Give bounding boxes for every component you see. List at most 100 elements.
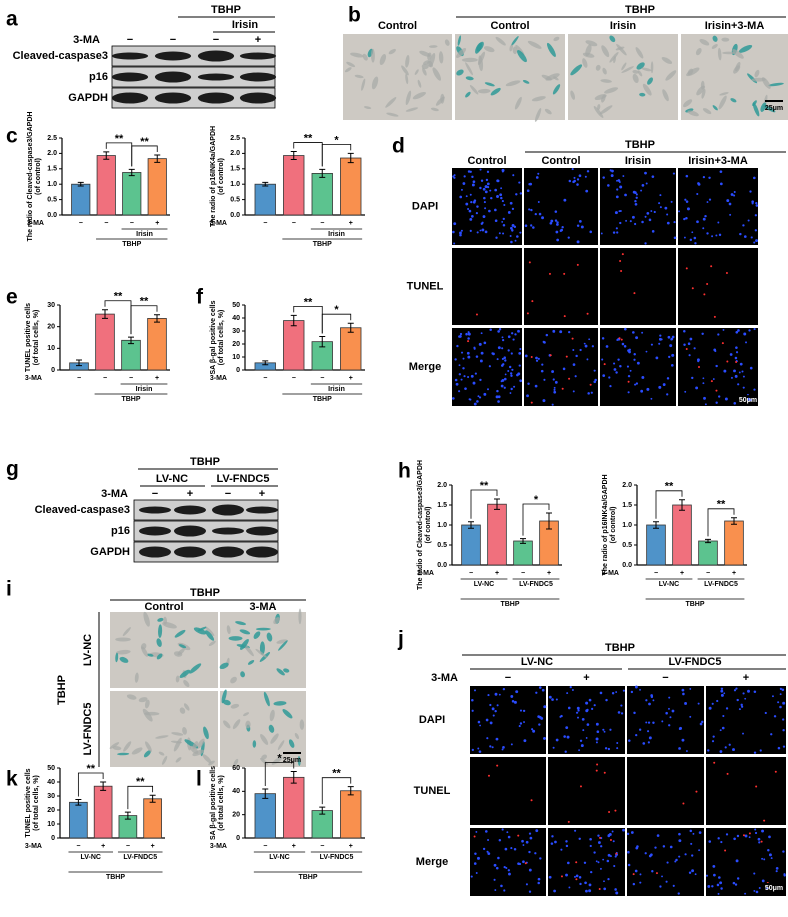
nucleus xyxy=(640,189,643,192)
apoptotic-nucleus xyxy=(685,267,688,270)
nucleus xyxy=(467,331,470,334)
nucleus xyxy=(685,217,688,220)
nucleus xyxy=(735,330,739,334)
nucleus xyxy=(753,388,756,391)
nucleus xyxy=(733,401,737,405)
cell xyxy=(233,758,239,767)
nucleus xyxy=(759,749,762,752)
nucleus xyxy=(751,200,755,204)
nucleus xyxy=(493,878,496,881)
nucleus xyxy=(668,724,671,727)
nucleus xyxy=(484,230,488,234)
nucleus xyxy=(542,399,546,403)
y-axis-label: The radio of Cleaved-caspase3/GAPDH xyxy=(27,112,34,242)
group-label: TBHP xyxy=(121,396,140,403)
group-label: LV-FNDC5 xyxy=(217,473,270,485)
cell xyxy=(202,754,212,764)
nucleus xyxy=(601,337,605,340)
cell xyxy=(230,703,240,709)
nucleus xyxy=(665,711,668,715)
nucleus xyxy=(742,224,745,227)
nucleus xyxy=(606,859,610,863)
nucleus xyxy=(554,840,557,844)
cell xyxy=(642,83,652,96)
nucleus xyxy=(501,748,504,751)
micrograph xyxy=(524,248,598,325)
nucleus xyxy=(783,873,786,876)
nucleus xyxy=(584,175,587,178)
nucleus xyxy=(670,364,674,367)
nucleus xyxy=(639,873,642,876)
nucleus xyxy=(475,872,478,875)
nucleus xyxy=(455,382,459,386)
nucleus xyxy=(722,714,725,718)
nucleus xyxy=(519,709,523,712)
nucleus xyxy=(671,709,675,713)
error-bar xyxy=(731,517,737,525)
nucleus xyxy=(653,210,656,214)
cell xyxy=(616,43,627,56)
nucleus xyxy=(767,849,770,852)
error-bar xyxy=(154,154,161,163)
nucleus xyxy=(715,364,718,368)
nucleus xyxy=(734,374,738,378)
nucleus xyxy=(526,394,529,398)
nucleus xyxy=(644,215,647,218)
nucleus xyxy=(504,359,507,362)
nucleus xyxy=(719,729,722,732)
nucleus xyxy=(641,220,644,224)
panel-letter: a xyxy=(6,8,18,31)
significance-bracket xyxy=(321,144,352,167)
nucleus xyxy=(502,217,505,221)
nucleus xyxy=(548,875,552,879)
y-axis-label: SA β-gal positive cells xyxy=(210,766,217,840)
nucleus xyxy=(631,215,635,219)
nucleus xyxy=(611,169,614,173)
cell xyxy=(145,741,152,752)
micrograph xyxy=(548,828,625,896)
nucleus xyxy=(628,350,631,354)
micrograph xyxy=(524,328,598,406)
nucleus xyxy=(685,174,689,178)
cell xyxy=(173,737,182,752)
bar xyxy=(461,524,481,566)
y-axis-label: TUNEL positive cells xyxy=(25,768,32,837)
nucleus xyxy=(616,747,619,750)
nucleus xyxy=(758,886,761,889)
nucleus xyxy=(480,332,483,335)
nucleus xyxy=(497,400,500,403)
nucleus xyxy=(574,375,577,378)
nucleus xyxy=(593,369,596,372)
nucleus xyxy=(733,689,737,692)
nucleus xyxy=(658,202,661,205)
nucleus xyxy=(509,392,512,394)
nucleus xyxy=(500,196,503,200)
bar xyxy=(254,793,276,839)
panel-letter: i xyxy=(6,578,12,601)
column-label: Control xyxy=(144,601,183,613)
nucleus xyxy=(647,730,650,733)
y-tick-label: 0.0 xyxy=(47,212,57,219)
sign: − xyxy=(263,375,267,382)
cell xyxy=(112,746,122,751)
cell xyxy=(665,70,677,81)
nucleus xyxy=(735,859,739,863)
bar xyxy=(311,810,333,839)
nucleus xyxy=(683,236,686,239)
nucleus xyxy=(677,892,680,895)
y-axis-label: The radio of Cleaved-caspase3/GAPDH xyxy=(417,460,424,590)
nucleus xyxy=(691,376,694,380)
nucleus xyxy=(501,336,504,339)
nucleus xyxy=(740,703,743,707)
nucleus xyxy=(502,232,505,235)
nucleus xyxy=(614,888,617,891)
nucleus xyxy=(766,887,769,890)
nucleus xyxy=(648,218,652,222)
y-tick-label: 1.0 xyxy=(437,522,447,529)
cell xyxy=(175,757,182,763)
nucleus xyxy=(509,372,513,375)
nucleus xyxy=(603,880,605,883)
nucleus xyxy=(522,860,525,864)
bar xyxy=(147,158,167,216)
cell xyxy=(527,40,542,49)
